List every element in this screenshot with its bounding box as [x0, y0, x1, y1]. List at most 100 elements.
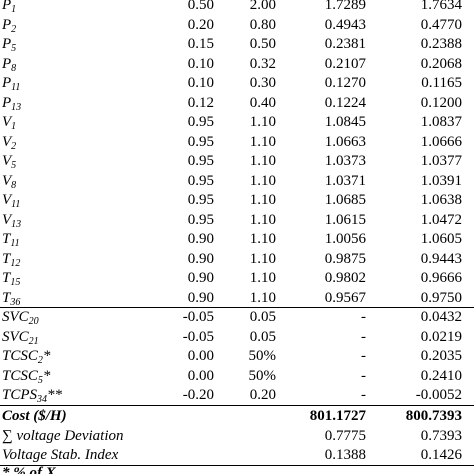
- cell: 1.0845: [324, 114, 366, 130]
- cell: 1.0615: [324, 211, 366, 228]
- cell: 0.1426: [420, 447, 462, 463]
- cell: -: [361, 348, 366, 364]
- footnote: * % of X: [2, 465, 56, 474]
- row-label: P5: [2, 35, 16, 54]
- cell: 0.9567: [324, 289, 366, 306]
- cell: 0.2410: [420, 367, 462, 384]
- label-subscript: 11: [10, 238, 20, 249]
- label-subscript: 2: [11, 23, 17, 35]
- label-subscript: 11: [11, 199, 21, 210]
- cell: 0.7393: [420, 427, 462, 444]
- cell: 0.0432: [420, 309, 462, 325]
- cell: 1.10: [249, 172, 276, 189]
- cell: 0.95: [187, 211, 214, 228]
- cell: -: [361, 367, 366, 384]
- cell: 1.10: [249, 289, 276, 306]
- label-subscript: 2: [11, 140, 17, 152]
- row-label: T15: [2, 269, 20, 288]
- cell: 1.10: [249, 192, 276, 208]
- label-text: P: [2, 75, 12, 91]
- cell: 0.50: [249, 36, 276, 52]
- cell: 0.9875: [324, 250, 366, 267]
- row-label: TCSC2*: [2, 347, 50, 366]
- row-label: TCPS34**: [2, 386, 63, 405]
- cell: 0.2388: [420, 36, 462, 52]
- label-text: P: [2, 16, 12, 33]
- cell: 0.10: [187, 55, 214, 72]
- row-label: V5: [2, 152, 16, 171]
- label-text: V: [2, 133, 12, 150]
- label-subscript: 11: [11, 82, 21, 93]
- rule: [0, 307, 474, 308]
- label-suffix: **: [47, 387, 63, 403]
- cell: 0.95: [187, 153, 214, 169]
- cell: 0.2035: [420, 348, 462, 364]
- cell: 0.20: [249, 387, 276, 403]
- label-text: V: [2, 192, 12, 208]
- label-subscript: 1: [11, 4, 17, 15]
- row-label: P2: [2, 16, 17, 35]
- label-text: V: [2, 153, 12, 169]
- row-label: P1: [2, 0, 17, 15]
- cell: 0.1388: [324, 447, 366, 463]
- label-subscript: 5: [37, 374, 43, 386]
- row-label: V2: [2, 133, 17, 152]
- cell: 1.0373: [324, 153, 366, 169]
- label-text: P: [2, 36, 12, 52]
- cell: 0.95: [187, 133, 214, 150]
- cell: 0.2107: [324, 55, 366, 72]
- cell: 0.4943: [324, 16, 366, 33]
- cell: 0.05: [249, 309, 276, 325]
- label-subscript: 12: [10, 257, 21, 269]
- label-subscript: 20: [28, 316, 39, 327]
- cell: 0.2381: [324, 36, 366, 52]
- label-subscript: 36: [10, 296, 21, 308]
- label-subscript: 21: [28, 335, 39, 347]
- rule: [0, 405, 474, 406]
- cell: 1.7634: [420, 0, 462, 13]
- label-text: SVC: [2, 309, 29, 325]
- cell: 0.9443: [420, 250, 462, 267]
- cell: 0.90: [187, 289, 214, 306]
- cell: 0.9802: [324, 270, 366, 286]
- cell: 0.30: [249, 75, 276, 91]
- cell: 1.10: [249, 153, 276, 169]
- cell: 0.95: [187, 172, 214, 189]
- cell: 0.7775: [324, 427, 366, 444]
- cell: 1.0605: [420, 231, 462, 247]
- cell: 1.0391: [420, 172, 462, 189]
- cell: 1.10: [249, 231, 276, 247]
- cell: 2.00: [249, 0, 276, 13]
- row-label: ∑ voltage Deviation: [2, 427, 124, 444]
- cell: -0.05: [182, 328, 214, 345]
- cell: 1.10: [249, 114, 276, 130]
- cell: 1.0377: [420, 153, 462, 169]
- cell: -: [361, 387, 366, 403]
- cell: 0.0219: [420, 328, 462, 345]
- cell: 1.10: [249, 250, 276, 267]
- cell: 0.90: [187, 250, 214, 267]
- cell: 50%: [248, 348, 277, 364]
- row-label: P13: [2, 94, 21, 113]
- cell: 0.1224: [324, 94, 366, 111]
- label-subscript: 1: [11, 121, 17, 132]
- cell: -: [361, 309, 366, 325]
- row-label: P11: [2, 74, 21, 93]
- cell: 800.7393: [405, 408, 462, 424]
- cell: 0.40: [249, 94, 276, 111]
- cell: 1.0056: [324, 231, 366, 247]
- label-subscript: 34: [37, 394, 48, 405]
- label-text: P: [2, 94, 12, 111]
- cell: 0.50: [187, 0, 214, 13]
- row-label: T12: [2, 250, 21, 269]
- cell: 1.0663: [324, 133, 366, 150]
- cell: -0.05: [182, 309, 214, 325]
- label-subscript: 2: [37, 355, 43, 366]
- cell: 0.00: [187, 348, 214, 364]
- label-text: SVC: [2, 328, 29, 345]
- label-text: TCPS: [2, 387, 38, 403]
- row-label: TCSC5*: [2, 367, 50, 386]
- cell: 0.90: [187, 231, 214, 247]
- cell: 1.7289: [324, 0, 366, 13]
- cell: 1.10: [249, 133, 276, 150]
